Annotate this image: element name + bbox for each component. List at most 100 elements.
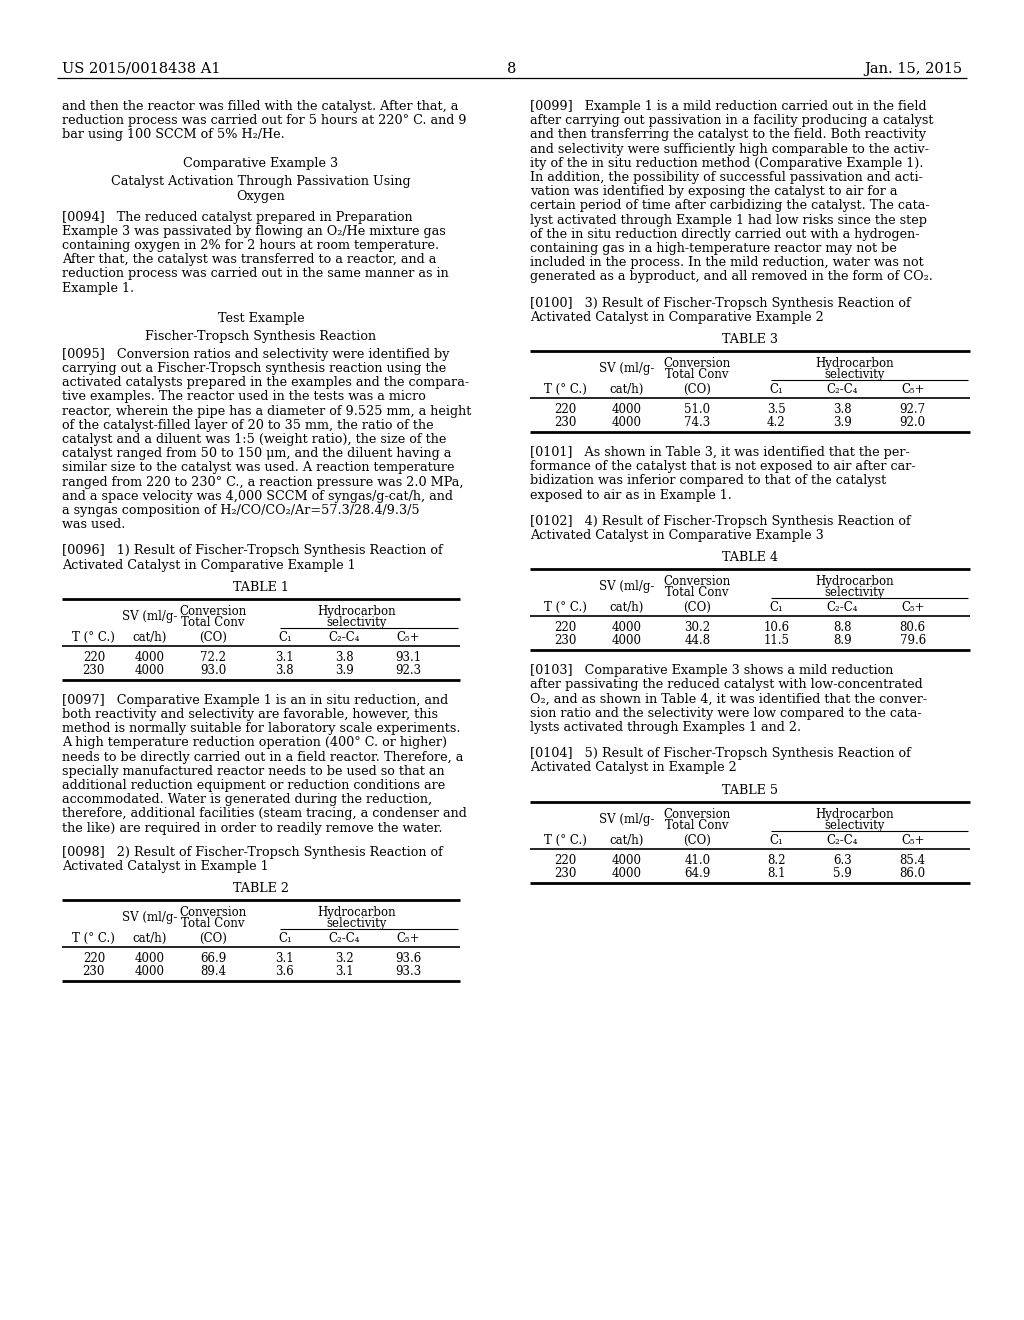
Text: C₂-C₄: C₂-C₄ — [329, 932, 360, 945]
Text: cat/h): cat/h) — [609, 383, 644, 396]
Text: C₂-C₄: C₂-C₄ — [329, 631, 360, 644]
Text: 4000: 4000 — [134, 664, 165, 677]
Text: A high temperature reduction operation (400° C. or higher): A high temperature reduction operation (… — [62, 737, 447, 750]
Text: generated as a byproduct, and all removed in the form of CO₂.: generated as a byproduct, and all remove… — [530, 271, 933, 284]
Text: sion ratio and the selectivity were low compared to the cata-: sion ratio and the selectivity were low … — [530, 706, 922, 719]
Text: C₂-C₄: C₂-C₄ — [826, 601, 858, 614]
Text: catalyst ranged from 50 to 150 μm, and the diluent having a: catalyst ranged from 50 to 150 μm, and t… — [62, 447, 452, 461]
Text: T (° C.): T (° C.) — [544, 601, 587, 614]
Text: selectivity: selectivity — [824, 368, 885, 381]
Text: (CO): (CO) — [683, 383, 711, 396]
Text: Conversion: Conversion — [179, 605, 247, 618]
Text: 51.0: 51.0 — [684, 403, 711, 416]
Text: 3.8: 3.8 — [275, 664, 294, 677]
Text: Total Conv: Total Conv — [666, 586, 729, 599]
Text: C₁: C₁ — [769, 601, 783, 614]
Text: 3.2: 3.2 — [335, 952, 354, 965]
Text: Conversion: Conversion — [664, 356, 731, 370]
Text: cat/h): cat/h) — [132, 631, 167, 644]
Text: Activated Catalyst in Comparative Example 1: Activated Catalyst in Comparative Exampl… — [62, 558, 355, 572]
Text: [0096]   1) Result of Fischer-Tropsch Synthesis Reaction of: [0096] 1) Result of Fischer-Tropsch Synt… — [62, 544, 442, 557]
Text: 92.0: 92.0 — [900, 416, 926, 429]
Text: bar using 100 SCCM of 5% H₂/He.: bar using 100 SCCM of 5% H₂/He. — [62, 128, 285, 141]
Text: 41.0: 41.0 — [684, 854, 711, 867]
Text: cat/h): cat/h) — [609, 601, 644, 614]
Text: after passivating the reduced catalyst with low-concentrated: after passivating the reduced catalyst w… — [530, 678, 923, 692]
Text: T (° C.): T (° C.) — [73, 631, 116, 644]
Text: Total Conv: Total Conv — [666, 818, 729, 832]
Text: Conversion: Conversion — [664, 808, 731, 821]
Text: T (° C.): T (° C.) — [544, 834, 587, 846]
Text: both reactivity and selectivity are favorable, however, this: both reactivity and selectivity are favo… — [62, 708, 438, 721]
Text: SV (ml/g-: SV (ml/g- — [122, 911, 177, 924]
Text: C₁: C₁ — [278, 631, 292, 644]
Text: US 2015/0018438 A1: US 2015/0018438 A1 — [62, 62, 220, 77]
Text: bidization was inferior compared to that of the catalyst: bidization was inferior compared to that… — [530, 474, 886, 487]
Text: certain period of time after carbidizing the catalyst. The cata-: certain period of time after carbidizing… — [530, 199, 930, 213]
Text: Activated Catalyst in Example 1: Activated Catalyst in Example 1 — [62, 861, 268, 873]
Text: C₂-C₄: C₂-C₄ — [826, 834, 858, 846]
Text: Example 3 was passivated by flowing an O₂/He mixture gas: Example 3 was passivated by flowing an O… — [62, 224, 445, 238]
Text: 92.7: 92.7 — [900, 403, 926, 416]
Text: Hydrocarbon: Hydrocarbon — [317, 907, 396, 919]
Text: ity of the in situ reduction method (Comparative Example 1).: ity of the in situ reduction method (Com… — [530, 157, 924, 170]
Text: In addition, the possibility of successful passivation and acti-: In addition, the possibility of successf… — [530, 172, 923, 183]
Text: Oxygen: Oxygen — [237, 190, 286, 202]
Text: lyst activated through Example 1 had low risks since the step: lyst activated through Example 1 had low… — [530, 214, 927, 227]
Text: C₁: C₁ — [769, 834, 783, 846]
Text: 8.9: 8.9 — [834, 634, 852, 647]
Text: lysts activated through Examples 1 and 2.: lysts activated through Examples 1 and 2… — [530, 721, 801, 734]
Text: 92.3: 92.3 — [395, 664, 421, 677]
Text: [0101]   As shown in Table 3, it was identified that the per-: [0101] As shown in Table 3, it was ident… — [530, 446, 909, 459]
Text: [0094]   The reduced catalyst prepared in Preparation: [0094] The reduced catalyst prepared in … — [62, 211, 413, 223]
Text: 4000: 4000 — [611, 403, 642, 416]
Text: a syngas composition of H₂/CO/CO₂/Ar=57.3/28.4/9.3/5: a syngas composition of H₂/CO/CO₂/Ar=57.… — [62, 504, 420, 517]
Text: of the in situ reduction directly carried out with a hydrogen-: of the in situ reduction directly carrie… — [530, 228, 920, 240]
Text: 3.8: 3.8 — [834, 403, 852, 416]
Text: TABLE 4: TABLE 4 — [722, 552, 778, 564]
Text: 3.1: 3.1 — [335, 965, 354, 978]
Text: accommodated. Water is generated during the reduction,: accommodated. Water is generated during … — [62, 793, 432, 807]
Text: 6.3: 6.3 — [834, 854, 852, 867]
Text: 4000: 4000 — [611, 622, 642, 634]
Text: T (° C.): T (° C.) — [73, 932, 116, 945]
Text: formance of the catalyst that is not exposed to air after car-: formance of the catalyst that is not exp… — [530, 461, 915, 473]
Text: 79.6: 79.6 — [900, 634, 926, 647]
Text: containing oxygen in 2% for 2 hours at room temperature.: containing oxygen in 2% for 2 hours at r… — [62, 239, 439, 252]
Text: SV (ml/g-: SV (ml/g- — [599, 362, 654, 375]
Text: 93.6: 93.6 — [395, 952, 422, 965]
Text: C₅+: C₅+ — [901, 834, 925, 846]
Text: 8.8: 8.8 — [834, 622, 852, 634]
Text: Hydrocarbon: Hydrocarbon — [815, 808, 894, 821]
Text: Hydrocarbon: Hydrocarbon — [815, 576, 894, 589]
Text: SV (ml/g-: SV (ml/g- — [122, 610, 177, 623]
Text: Catalyst Activation Through Passivation Using: Catalyst Activation Through Passivation … — [112, 174, 411, 187]
Text: 230: 230 — [83, 664, 105, 677]
Text: 93.3: 93.3 — [395, 965, 422, 978]
Text: therefore, additional facilities (steam tracing, a condenser and: therefore, additional facilities (steam … — [62, 808, 467, 821]
Text: 230: 230 — [554, 867, 577, 879]
Text: containing gas in a high-temperature reactor may not be: containing gas in a high-temperature rea… — [530, 242, 897, 255]
Text: selectivity: selectivity — [327, 616, 387, 628]
Text: 93.1: 93.1 — [395, 651, 421, 664]
Text: similar size to the catalyst was used. A reaction temperature: similar size to the catalyst was used. A… — [62, 462, 455, 474]
Text: [0100]   3) Result of Fischer-Tropsch Synthesis Reaction of: [0100] 3) Result of Fischer-Tropsch Synt… — [530, 297, 910, 310]
Text: [0099]   Example 1 is a mild reduction carried out in the field: [0099] Example 1 is a mild reduction car… — [530, 100, 927, 114]
Text: 230: 230 — [554, 416, 577, 429]
Text: 3.6: 3.6 — [275, 965, 294, 978]
Text: Test Example: Test Example — [218, 312, 304, 325]
Text: Activated Catalyst in Comparative Example 2: Activated Catalyst in Comparative Exampl… — [530, 310, 823, 323]
Text: C₂-C₄: C₂-C₄ — [826, 383, 858, 396]
Text: 86.0: 86.0 — [900, 867, 926, 879]
Text: Hydrocarbon: Hydrocarbon — [317, 605, 396, 618]
Text: 72.2: 72.2 — [201, 651, 226, 664]
Text: 220: 220 — [554, 622, 577, 634]
Text: 44.8: 44.8 — [684, 634, 711, 647]
Text: (CO): (CO) — [200, 932, 227, 945]
Text: and selectivity were sufficiently high comparable to the activ-: and selectivity were sufficiently high c… — [530, 143, 929, 156]
Text: specially manufactured reactor needs to be used so that an: specially manufactured reactor needs to … — [62, 764, 444, 777]
Text: 64.9: 64.9 — [684, 867, 711, 879]
Text: 4000: 4000 — [134, 651, 165, 664]
Text: 3.9: 3.9 — [834, 416, 852, 429]
Text: 3.5: 3.5 — [767, 403, 785, 416]
